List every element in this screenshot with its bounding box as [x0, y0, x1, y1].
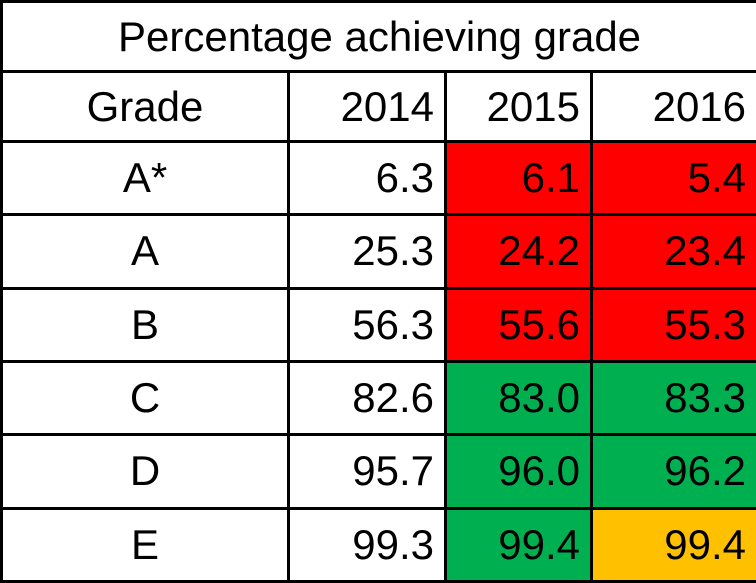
grade-label: E — [0, 506, 290, 583]
value-cell-2015: 55.6 — [444, 286, 593, 363]
value-cell-2015: 83.0 — [444, 359, 593, 437]
table-row: B 56.3 55.6 55.3 — [0, 286, 756, 363]
value-cell-2014: 99.3 — [287, 506, 447, 583]
table-row: D 95.7 96.0 96.2 — [0, 433, 756, 510]
header-year-2016: 2016 — [589, 70, 756, 143]
value-cell-2014: 82.6 — [287, 359, 447, 437]
table-title: Percentage achieving grade — [0, 0, 756, 73]
grade-label: B — [0, 286, 290, 363]
table-row: A* 6.3 6.1 5.4 — [0, 139, 756, 217]
header-grade: Grade — [0, 70, 290, 143]
header-year-2014: 2014 — [287, 70, 447, 143]
value-cell-2016: 23.4 — [589, 213, 756, 290]
grade-label: A — [0, 213, 290, 290]
table-row: E 99.3 99.4 99.4 — [0, 506, 756, 583]
value-cell-2016: 55.3 — [589, 286, 756, 363]
value-cell-2016: 5.4 — [589, 139, 756, 217]
value-cell-2016: 83.3 — [589, 359, 756, 437]
value-cell-2014: 95.7 — [287, 433, 447, 510]
value-cell-2016: 99.4 — [589, 506, 756, 583]
grade-label: A* — [0, 139, 290, 217]
grade-label: D — [0, 433, 290, 510]
header-year-2015: 2015 — [444, 70, 593, 143]
title-row: Percentage achieving grade — [0, 0, 756, 73]
table-row: C 82.6 83.0 83.3 — [0, 359, 756, 437]
value-cell-2015: 96.0 — [444, 433, 593, 510]
value-cell-2014: 25.3 — [287, 213, 447, 290]
value-cell-2014: 6.3 — [287, 139, 447, 217]
table-body: A* 6.3 6.1 5.4 A 25.3 24.2 23.4 B 56.3 55.6 55.3 C 82… — [0, 139, 756, 583]
table-row: A 25.3 24.2 23.4 — [0, 213, 756, 290]
value-cell-2016: 96.2 — [589, 433, 756, 510]
value-cell-2015: 6.1 — [444, 139, 593, 217]
value-cell-2015: 99.4 — [444, 506, 593, 583]
value-cell-2015: 24.2 — [444, 213, 593, 290]
header-row: Grade 2014 2015 2016 — [0, 70, 756, 143]
grade-label: C — [0, 359, 290, 437]
value-cell-2014: 56.3 — [287, 286, 447, 363]
